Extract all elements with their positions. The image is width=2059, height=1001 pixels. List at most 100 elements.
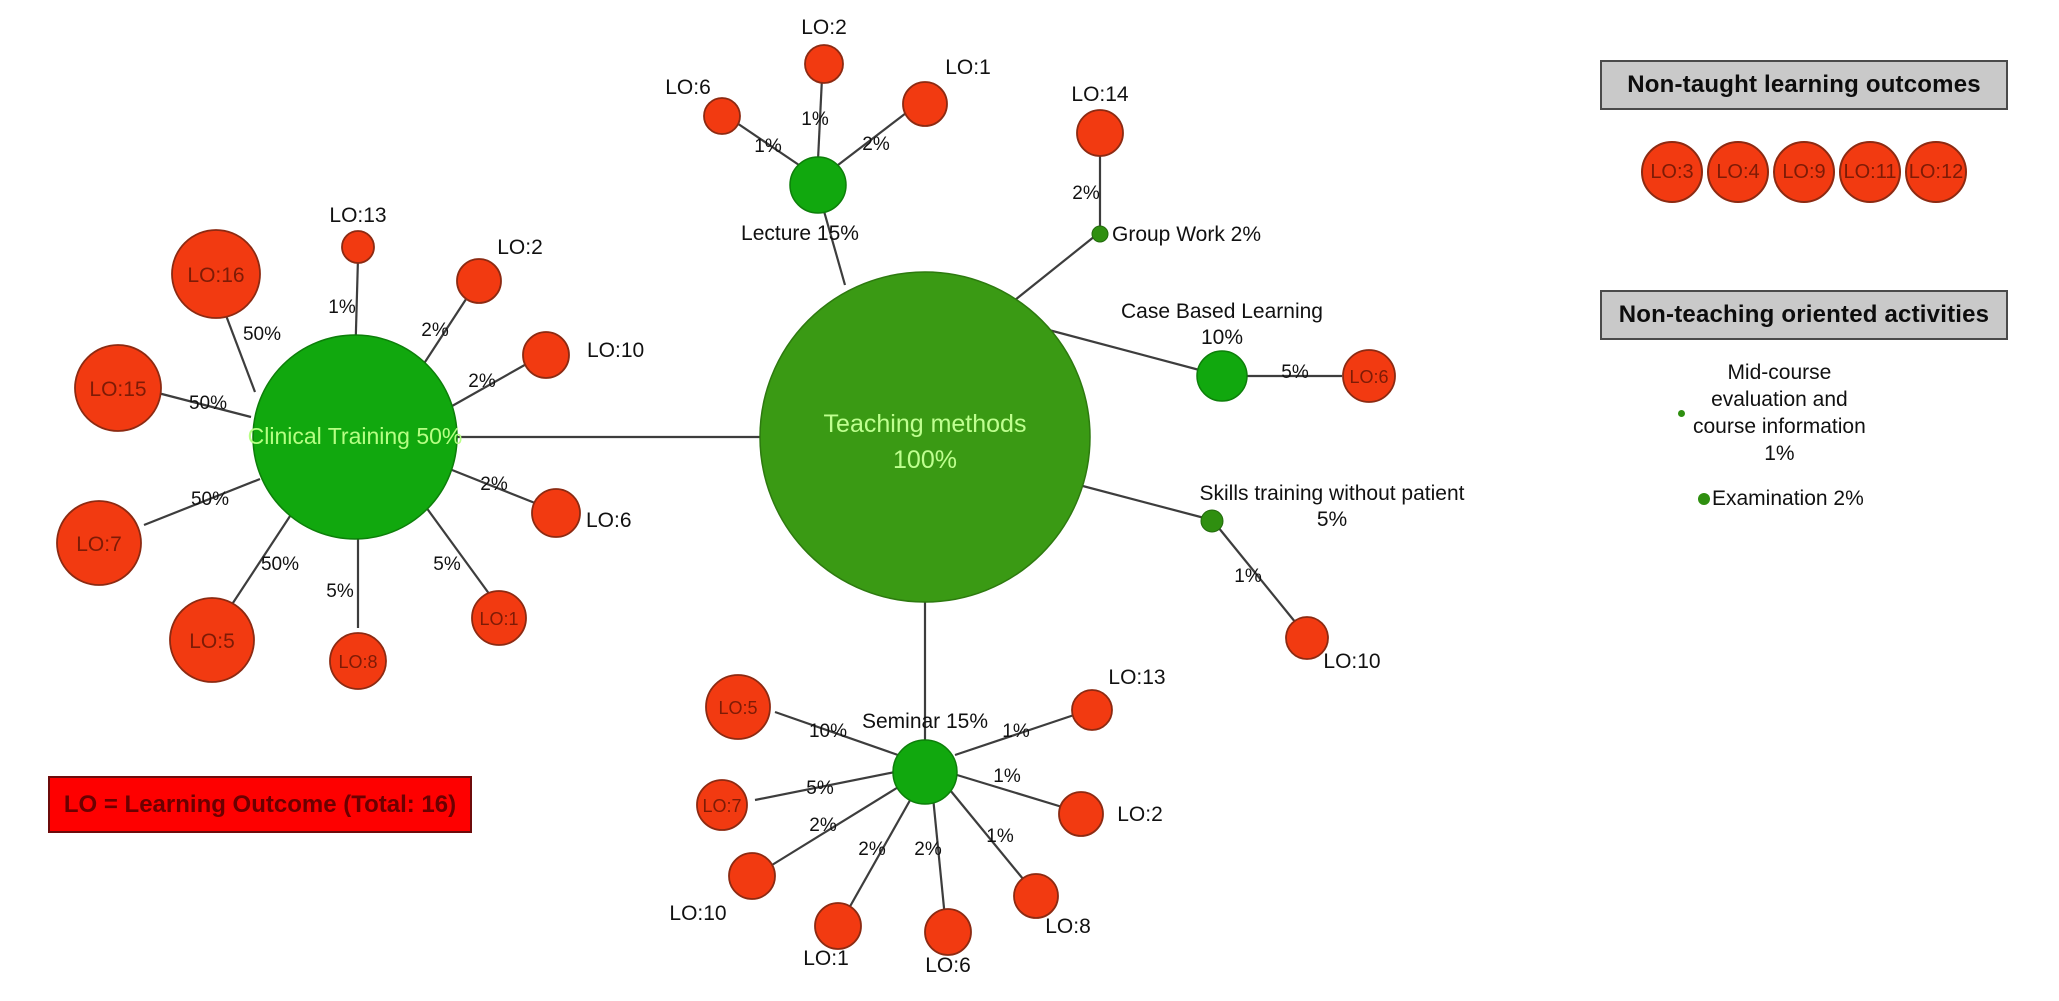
node-clinical-training[interactable] <box>252 334 458 540</box>
lo-key-legend: LO = Learning Outcome (Total: 16) <box>48 776 472 833</box>
node-case-based-learning[interactable] <box>1196 350 1248 402</box>
node-lo-clinical-9-label: LO:8 <box>338 652 377 672</box>
edge-pct-skills-0: 1% <box>1234 566 1262 587</box>
node-case-based-learning-value: 10% <box>1201 326 1243 349</box>
edge-pct-seminar-0: 10% <box>809 721 847 742</box>
node-seminar-label: Seminar 15% <box>862 710 988 733</box>
edge-pct-clinical-1: 1% <box>328 297 356 318</box>
edge-pct-clinical-7: 5% <box>433 554 461 575</box>
node-lo-seminar-0[interactable] <box>705 674 771 740</box>
edge-pct-seminar-2: 2% <box>809 815 837 836</box>
node-lo-clinical-5[interactable] <box>531 488 581 538</box>
node-lo-seminar-4[interactable] <box>924 908 972 956</box>
node-lo-clinical-8-label: LO:5 <box>189 630 235 653</box>
node-lo-clinical-3[interactable] <box>522 331 570 379</box>
legend-circle-lo12[interactable]: LO:12 <box>1905 141 1967 203</box>
non-teaching-item-midcourse[interactable]: Mid-course evaluation and course informa… <box>1678 360 1978 468</box>
edge-pct-clinical-0: 50% <box>243 324 281 345</box>
panel-non-teaching-title: Non-teaching oriented activities <box>1600 290 2008 340</box>
node-lo-lecture-1[interactable] <box>804 44 844 84</box>
node-lo-clinical-3-label: LO:10 <box>587 339 644 362</box>
node-group-work-label: Group Work 2% <box>1112 223 1261 246</box>
legend-circle-lo11[interactable]: LO:11 <box>1839 141 1901 203</box>
node-lo-lecture-2-label: LO:1 <box>945 56 991 79</box>
edge-lecture-lo2 <box>816 77 824 161</box>
node-lo-seminar-1-label: LO:7 <box>702 796 741 816</box>
node-lo-seminar-5[interactable] <box>1013 873 1059 919</box>
node-lo-seminar-6[interactable] <box>1058 791 1104 837</box>
node-lo-seminar-0-label: LO:5 <box>718 698 757 718</box>
node-lo-groupwork-0[interactable] <box>1076 109 1124 157</box>
midcourse-line1: Mid-course <box>1727 361 1832 384</box>
node-lo-clinical-1[interactable] <box>341 230 375 264</box>
node-lo-seminar-5-label: LO:8 <box>1045 915 1091 938</box>
examination-bullet-icon <box>1698 493 1710 506</box>
node-lo-cbl-0[interactable] <box>1342 349 1396 403</box>
node-lo-skills-0[interactable] <box>1285 616 1329 660</box>
legend-circle-lo9[interactable]: LO:9 <box>1773 141 1835 203</box>
edge-seminar-lo6 <box>931 796 947 919</box>
edge-skills-lo10 <box>1217 526 1301 629</box>
node-lo-seminar-7[interactable] <box>1071 689 1113 731</box>
edge-pct-cbl-0: 5% <box>1281 362 1309 383</box>
node-lo-clinical-4-label: LO:15 <box>89 378 146 401</box>
node-lo-groupwork-0-label: LO:14 <box>1071 83 1129 106</box>
node-lo-clinical-2-label: LO:2 <box>497 236 543 259</box>
edge-group <box>143 77 1342 919</box>
node-lo-lecture-2[interactable] <box>902 81 948 127</box>
legend-circle-lo4[interactable]: LO:4 <box>1707 141 1769 203</box>
edge-clinical-lo10 <box>444 361 531 411</box>
node-lo-clinical-7-label: LO:1 <box>479 609 518 629</box>
node-lo-clinical-2[interactable] <box>456 258 502 304</box>
node-lo-seminar-3[interactable] <box>814 902 862 950</box>
edge-seminar-lo7 <box>754 770 896 802</box>
edge-pct-groupwork-0: 2% <box>1072 183 1100 204</box>
edge-pct-clinical-4: 50% <box>189 393 227 414</box>
legend-circle-lo3[interactable]: LO:3 <box>1641 141 1703 203</box>
node-lo-clinical-8[interactable] <box>169 597 255 683</box>
node-lo-clinical-9[interactable] <box>329 632 387 690</box>
edge-root-cbl <box>1029 323 1223 378</box>
node-skills-training-line1: Skills training without patient <box>1200 482 1465 505</box>
edge-pct-seminar-4: 2% <box>914 839 942 860</box>
node-lo-seminar-4-label: LO:6 <box>925 954 971 977</box>
node-lo-seminar-1[interactable] <box>696 779 748 831</box>
node-teaching-methods[interactable] <box>759 271 1091 603</box>
panel-non-taught-items: LO:3 LO:4 LO:9 LO:11 LO:12 <box>1600 140 2008 204</box>
edge-pct-clinical-2: 2% <box>421 320 449 341</box>
node-lo-seminar-6-label: LO:2 <box>1117 803 1163 826</box>
node-lo-lecture-0[interactable] <box>703 97 741 135</box>
node-lo-clinical-0-label: LO:16 <box>187 264 244 287</box>
edge-lecture-lo1 <box>837 109 911 166</box>
node-lo-clinical-6[interactable] <box>56 500 142 586</box>
edge-pct-seminar-7: 1% <box>1002 721 1030 742</box>
edge-seminar-lo10 <box>771 785 901 866</box>
edge-clinical-lo15 <box>157 391 252 419</box>
midcourse-line2: evaluation and <box>1711 387 1848 411</box>
node-group-work[interactable] <box>1091 225 1109 243</box>
non-teaching-item-examination-label: Examination 2% <box>1712 487 1864 510</box>
node-lo-clinical-0[interactable] <box>171 229 261 319</box>
node-lo-clinical-4[interactable] <box>74 344 162 432</box>
node-teaching-methods-label: Teaching methods <box>824 410 1027 438</box>
edge-pct-clinical-8: 50% <box>261 554 299 575</box>
node-clinical-training-label: Clinical Training 50% <box>248 423 463 449</box>
edge-pct-lecture-2: 2% <box>862 134 890 155</box>
edge-pct-clinical-5: 2% <box>480 474 508 495</box>
node-lo-seminar-2[interactable] <box>728 852 776 900</box>
edge-pct-seminar-5: 1% <box>986 826 1014 847</box>
edge-pct-seminar-1: 5% <box>806 778 834 799</box>
node-lecture[interactable] <box>789 156 847 214</box>
edge-root-skills <box>1059 478 1213 522</box>
node-skills-training[interactable] <box>1200 509 1224 533</box>
node-lo-lecture-0-label: LO:6 <box>665 76 711 99</box>
edge-clinical-lo5 <box>224 506 297 616</box>
panel-non-taught-title: Non-taught learning outcomes <box>1600 60 2008 110</box>
non-teaching-item-examination[interactable]: Examination 2% <box>1698 486 1864 513</box>
node-skills-training-value: 5% <box>1317 508 1347 531</box>
node-seminar[interactable] <box>892 739 958 805</box>
node-lo-clinical-7[interactable] <box>471 590 527 646</box>
edge-lecture-lo6 <box>727 116 800 166</box>
